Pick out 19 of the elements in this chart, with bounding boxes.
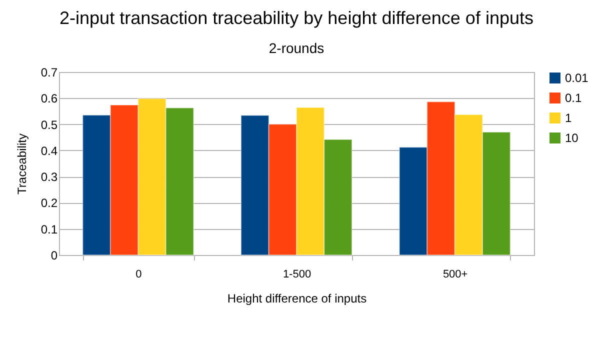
x-tick-label: 1-500 — [282, 268, 312, 280]
y-tick-label: 0.5 — [40, 118, 58, 132]
y-tick-label: 0.3 — [40, 170, 58, 184]
y-axis-title: Traceability — [14, 134, 29, 194]
y-tick-label: 0.7 — [40, 66, 58, 80]
y-tick-label: 0.2 — [40, 196, 58, 210]
chart-title: 2-input transaction traceability by height difference of inputs — [60, 8, 534, 28]
legend-label: 10 — [565, 131, 579, 145]
legend-label: 0.01 — [565, 71, 589, 85]
y-tick-label: 0.1 — [40, 222, 58, 236]
x-tick-label: 0 — [136, 268, 142, 280]
x-tick-label: 500+ — [442, 268, 468, 280]
legend-label: 1 — [565, 111, 572, 125]
y-tick-label: 0.6 — [40, 92, 58, 106]
y-tick-label: 0 — [50, 248, 58, 262]
y-tick-label: 0.4 — [40, 144, 58, 158]
legend-label: 0.1 — [565, 91, 582, 105]
chart-subtitle: 2-rounds — [268, 40, 324, 56]
x-axis-title: Height difference of inputs — [227, 292, 367, 306]
